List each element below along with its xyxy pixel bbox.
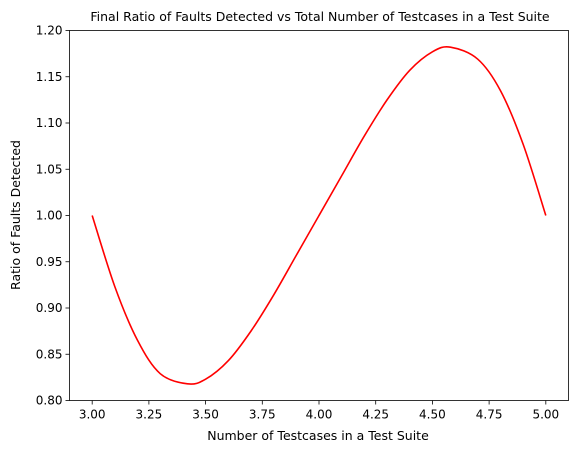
y-tick-label: 0.80 <box>36 394 63 408</box>
x-tick-label: 5.00 <box>532 408 559 422</box>
y-tick-label: 0.85 <box>36 347 63 361</box>
y-tick-label: 1.00 <box>36 209 63 223</box>
y-tick-label: 1.10 <box>36 116 63 130</box>
y-axis: 0.80 0.85 0.90 0.95 1.00 1.05 1.10 1.15 1.20 <box>36 24 70 408</box>
series-line <box>92 47 546 384</box>
x-tick-label: 4.75 <box>476 408 503 422</box>
y-tick-label: 1.20 <box>36 24 63 38</box>
x-tick-label: 3.00 <box>79 408 106 422</box>
x-tick-label: 4.25 <box>362 408 389 422</box>
y-tick-label: 1.05 <box>36 162 63 176</box>
y-tick-label: 0.90 <box>36 301 63 315</box>
x-axis-label: Number of Testcases in a Test Suite <box>207 428 429 443</box>
x-tick-label: 3.25 <box>136 408 163 422</box>
y-tick-label: 1.15 <box>36 70 63 84</box>
x-tick-label: 3.50 <box>192 408 219 422</box>
x-tick-label: 3.75 <box>249 408 276 422</box>
x-axis: 3.00 3.25 3.50 3.75 4.00 4.25 4.50 4.75 5.00 <box>79 401 559 422</box>
plot-area <box>92 47 546 384</box>
y-axis-label: Ratio of Faults Detected <box>8 140 23 290</box>
x-tick-label: 4.50 <box>419 408 446 422</box>
x-tick-label: 4.00 <box>306 408 333 422</box>
y-tick-label: 0.95 <box>36 255 63 269</box>
chart-title: Final Ratio of Faults Detected vs Total … <box>90 9 550 24</box>
